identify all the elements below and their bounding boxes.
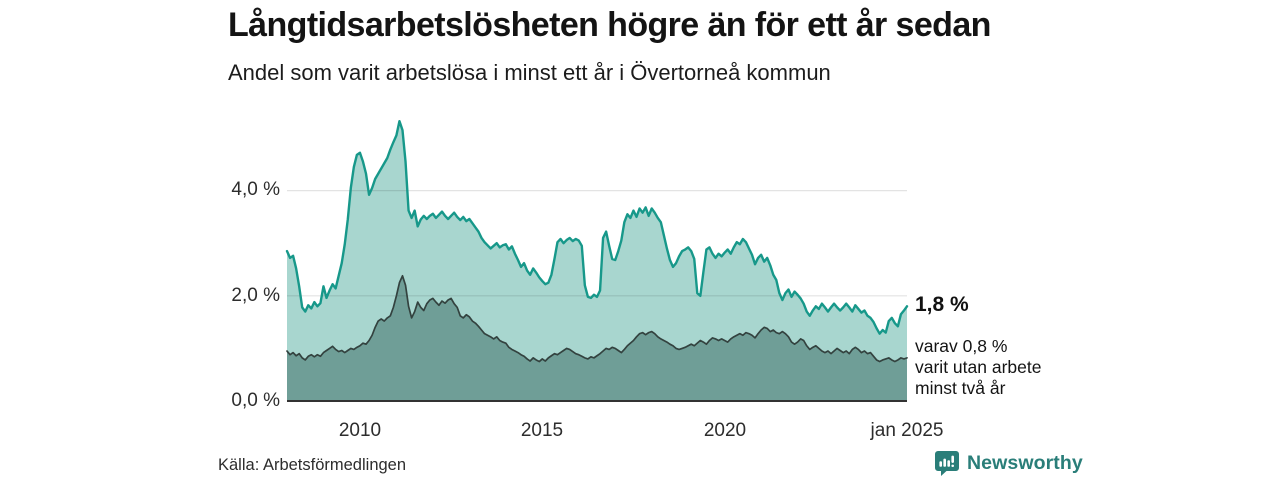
x-tick-label-2010: 2010 (338, 420, 382, 441)
source-credit: Källa: Arbetsförmedlingen (218, 456, 407, 474)
two-year-line (286, 274, 908, 363)
newsworthy-logo-icon (935, 451, 959, 476)
newsworthy-brand: Newsworthy (934, 450, 1083, 477)
series-end-note: varav 0,8 % varit utan arbete minst två … (915, 336, 1041, 399)
end-note-line-1: varav 0,8 % (915, 336, 1008, 356)
area-chart (285, 119, 909, 402)
series-end-value-label: 1,8 % (915, 293, 969, 316)
x-tick-label-2020: 2020 (703, 420, 747, 441)
two-year-area (287, 275, 907, 401)
x-tick-label-jan-2025: jan 2025 (870, 420, 944, 441)
y-tick-label-0: 0,0 % (231, 390, 280, 411)
x-tick-label-2015: 2015 (520, 420, 564, 441)
page-title: Långtidsarbetslösheten högre än för ett … (228, 6, 991, 44)
end-note-line-2: varit utan arbete (915, 357, 1042, 377)
total-line (285, 119, 909, 335)
newsworthy-brand-name: Newsworthy (967, 452, 1083, 474)
end-note-line-3: minst två år (915, 378, 1006, 398)
y-tick-label-4: 4,0 % (231, 179, 280, 200)
chart-subtitle: Andel som varit arbetslösa i minst ett å… (228, 60, 831, 85)
y-tick-label-2: 2,0 % (231, 285, 280, 306)
